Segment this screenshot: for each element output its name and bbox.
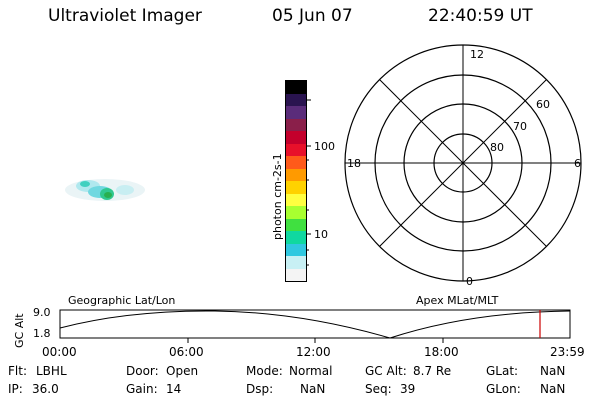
- header-time: 22:40:59 UT: [428, 6, 533, 26]
- mlt-label-0: 0: [466, 275, 473, 288]
- lat-label-60: 60: [536, 98, 550, 111]
- colorbar-band: [286, 156, 306, 169]
- info-gcalt-value: 8.7 Re: [413, 364, 452, 378]
- info-mode-value: Normal: [289, 364, 333, 378]
- info-gain-label: Gain:: [126, 382, 158, 396]
- orbit-xtick-label-0000: 00:00: [42, 345, 77, 359]
- info-gcalt-label: GC Alt:: [365, 364, 407, 378]
- colorbar-band: [286, 206, 306, 219]
- colorbar-band: [286, 131, 306, 144]
- info-mode-label: Mode:: [246, 364, 283, 378]
- orbit-left-title: Geographic Lat/Lon: [68, 294, 176, 307]
- colorbar-tick-10: 10: [314, 228, 328, 241]
- info-glon-value: NaN: [540, 382, 566, 396]
- orbit-xtick-label-1200: 12:00: [296, 345, 331, 359]
- colorbar-band: [286, 118, 306, 131]
- info-glat-value: NaN: [540, 364, 566, 378]
- info-ip-value: 36.0: [32, 382, 59, 396]
- orbit-xtick-label-2359: 23:59: [550, 345, 585, 359]
- info-ip-label: IP:: [8, 382, 23, 396]
- orbit-ytick-1-8: 1.8: [33, 327, 51, 340]
- colorbar-band: [286, 81, 306, 94]
- info-dsp-value: NaN: [300, 382, 326, 396]
- mlt-label-18: 18: [347, 157, 361, 170]
- aurora-blob: [65, 179, 145, 201]
- info-seq-value: 39: [400, 382, 416, 396]
- mlt-label-6: 6: [574, 157, 581, 170]
- info-gain-value: 14: [166, 382, 182, 396]
- orbit-right-title: Apex MLat/MLT: [416, 294, 499, 307]
- colorbar: [285, 80, 307, 282]
- info-door-value: Open: [166, 364, 199, 378]
- colorbar-band: [286, 181, 306, 194]
- colorbar-band: [286, 143, 306, 156]
- colorbar-band: [286, 243, 306, 256]
- colorbar-band: [286, 93, 306, 106]
- orbit-xtick-label-0600: 06:00: [169, 345, 204, 359]
- lat-label-70: 70: [513, 120, 527, 133]
- info-dsp-label: Dsp:: [246, 382, 274, 396]
- orbit-altitude-curve: [59, 310, 571, 339]
- info-glon-label: GLon:: [486, 382, 521, 396]
- header-date: 05 Jun 07: [272, 6, 353, 26]
- lat-label-80: 80: [490, 141, 504, 154]
- colorbar-band: [286, 218, 306, 231]
- colorbar-band: [286, 106, 306, 119]
- info-door-label: Door:: [126, 364, 159, 378]
- colorbar-band: [286, 168, 306, 181]
- info-flt-value: LBHL: [36, 364, 67, 378]
- colorbar-band: [286, 268, 306, 281]
- orbit-xtick-label-1800: 18:00: [424, 345, 459, 359]
- app-title: Ultraviolet Imager: [48, 6, 202, 26]
- mlt-label-12: 12: [470, 48, 484, 61]
- info-seq-label: Seq:: [365, 382, 392, 396]
- colorbar-band: [286, 193, 306, 206]
- colorbar-band: [286, 256, 306, 269]
- colorbar-tick-100: 100: [314, 140, 335, 153]
- info-flt-label: Flt:: [8, 364, 27, 378]
- orbit-ytick-9: 9.0: [33, 306, 51, 319]
- info-glat-label: GLat:: [486, 364, 519, 378]
- colorbar-band: [286, 231, 306, 244]
- polar-diagonal-2: [379, 79, 547, 247]
